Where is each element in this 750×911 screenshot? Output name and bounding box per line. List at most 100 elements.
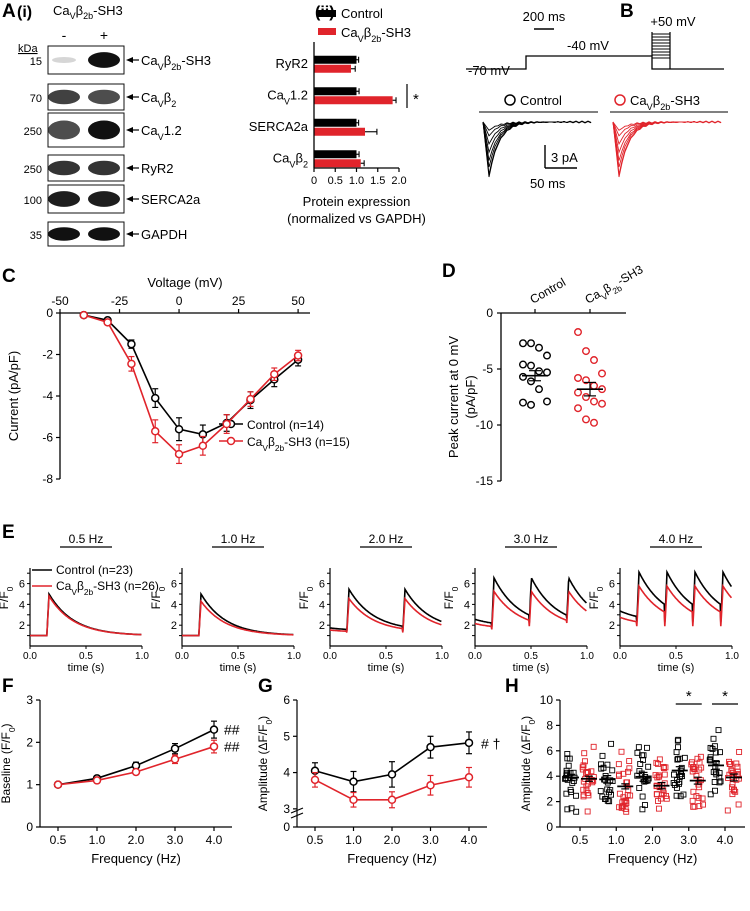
data-point xyxy=(620,770,627,777)
bar-sh3 xyxy=(314,159,361,168)
x-tick-label: 1.0 xyxy=(725,651,739,662)
blot-band xyxy=(48,120,80,140)
data-point xyxy=(581,758,588,765)
data-point xyxy=(729,791,736,798)
frequency-label: 1.0 Hz xyxy=(221,532,256,546)
current-trace xyxy=(482,120,592,131)
data-point xyxy=(707,744,714,751)
y-tick-label: 2 xyxy=(171,620,177,632)
y-tick-label: 6 xyxy=(319,579,325,591)
y-axis-label: (pA/pF) xyxy=(463,375,478,418)
data-point xyxy=(693,772,700,779)
bar-control xyxy=(314,87,357,96)
data-point xyxy=(426,781,435,790)
data-point xyxy=(681,754,688,761)
data-point xyxy=(619,803,626,810)
data-point xyxy=(588,768,595,775)
data-point xyxy=(590,743,597,750)
data-point xyxy=(733,760,740,767)
panel-a: A (i) CaVβ2b-SH3 kDa - + 15 CaVβ2b-SH3 70 C… xyxy=(2,1,426,247)
data-point xyxy=(736,749,743,755)
data-point xyxy=(658,791,665,798)
panel-d: D 0 -5 -10 -15 Peak current at 0 mV (pA/pF) Co… xyxy=(442,261,646,488)
x-tick-label: 0 xyxy=(176,294,183,308)
y-tick-label: 0 xyxy=(546,820,553,834)
frequency-label: 4.0 Hz xyxy=(659,532,694,546)
data-point xyxy=(696,803,703,810)
panel-letter-a: A xyxy=(2,1,16,22)
series-line-control xyxy=(83,314,299,436)
data-point xyxy=(656,756,663,763)
chart-protein-expression: ControlCaVβ2b-SH3RyR2CaV1.2SERCA2aCaVβ20… xyxy=(249,6,426,226)
blot-row-label: GAPDH xyxy=(141,227,187,242)
y-tick-label: -6 xyxy=(42,431,53,445)
y-tick-label: 0 xyxy=(26,820,33,834)
chart-baseline: 0 1 2 3 0.5 1.0 2.0 3.0 4.0 Frequency (Hz) Baselin… xyxy=(0,693,240,866)
data-point xyxy=(624,779,631,786)
data-point xyxy=(564,806,571,813)
legend-label: Control (n=14) xyxy=(247,418,324,432)
transient-trace-sh3 xyxy=(619,583,733,627)
data-point xyxy=(574,373,583,382)
data-point xyxy=(310,775,320,785)
data-point xyxy=(565,762,572,769)
x-axis-label: time (s) xyxy=(220,662,257,674)
data-point xyxy=(655,760,661,767)
data-point xyxy=(573,808,580,815)
transient-trace-sh3 xyxy=(330,596,442,633)
frequency-label: 2.0 Hz xyxy=(369,532,404,546)
x-tick-label: 0.5 xyxy=(328,175,343,187)
data-point xyxy=(653,759,660,766)
y-tick-label: 2 xyxy=(464,620,470,632)
data-point xyxy=(645,763,652,770)
bar-control xyxy=(314,150,357,159)
y-tick-label: 4 xyxy=(19,599,25,611)
y-axis-label: F/F0 xyxy=(587,586,605,609)
lane-plus: + xyxy=(100,27,108,43)
y-tick-label: 1 xyxy=(26,778,33,792)
bar-sh3 xyxy=(314,96,393,105)
data-point xyxy=(574,328,583,337)
data-point xyxy=(568,805,575,812)
data-point xyxy=(640,756,646,763)
data-point xyxy=(639,793,646,800)
data-point xyxy=(635,744,642,751)
data-point xyxy=(519,372,528,381)
y-tick-label: -2 xyxy=(42,348,53,362)
data-point xyxy=(735,775,742,782)
data-point xyxy=(564,769,571,776)
blot-row-label: RyR2 xyxy=(141,161,174,176)
legend-label-sh3: CaVβ2b-SH3 xyxy=(341,25,411,44)
x-tick-label: 1.5 xyxy=(370,175,385,187)
current-trace xyxy=(612,120,722,131)
data-point xyxy=(543,351,552,360)
panel-letter-h: H xyxy=(505,676,519,697)
y-tick-label: -8 xyxy=(42,472,53,486)
y-axis-label: Peak current at 0 mV xyxy=(446,336,461,458)
x-tick-label: 3.0 xyxy=(167,833,184,847)
blot-row-label: CaV1.2 xyxy=(141,123,182,142)
y-tick-label: 6 xyxy=(171,579,177,591)
x-tick-label: 1.0 xyxy=(608,833,625,847)
data-point xyxy=(582,393,591,402)
legend-label: Control (n=23) xyxy=(56,563,133,577)
data-point xyxy=(690,764,697,770)
y-tick-label: 0 xyxy=(283,820,290,834)
current-trace xyxy=(612,120,722,175)
data-point xyxy=(209,742,219,751)
data-point xyxy=(712,749,719,756)
x-tick-label: 2.0 xyxy=(128,833,145,847)
data-point xyxy=(626,765,633,772)
y-tick-label: 10 xyxy=(540,693,554,707)
data-point xyxy=(293,351,303,360)
data-point xyxy=(590,418,599,427)
x-tick-label: 0.5 xyxy=(79,651,93,662)
y-tick-label: 4 xyxy=(171,599,177,611)
x-tick-label: 0.5 xyxy=(572,833,589,847)
data-point xyxy=(626,758,633,765)
data-point xyxy=(566,755,573,762)
data-point xyxy=(607,787,614,794)
data-point xyxy=(53,780,63,789)
data-point xyxy=(675,744,681,751)
data-point xyxy=(580,791,587,798)
